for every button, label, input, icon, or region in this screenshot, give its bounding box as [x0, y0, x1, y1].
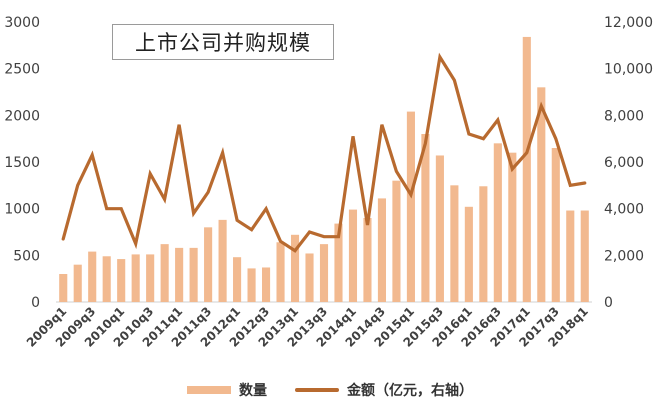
- bar: [305, 253, 314, 302]
- bar: [102, 256, 111, 302]
- y-left-tick-label: 1000: [4, 202, 40, 218]
- bar: [406, 111, 415, 302]
- y-left-tick-label: 500: [13, 248, 40, 264]
- y-right-tick-label: 10,000: [604, 62, 653, 78]
- bar: [247, 268, 256, 302]
- bar: [146, 254, 155, 302]
- y-left-tick-label: 3000: [4, 15, 40, 31]
- y-right-tick-label: 0: [604, 295, 613, 311]
- legend-item-line: 金额（亿元，右轴）: [295, 380, 473, 400]
- bar: [377, 198, 387, 302]
- bar: [276, 242, 285, 302]
- bar: [580, 210, 589, 302]
- y-left-tick-label: 2000: [4, 108, 40, 124]
- bar: [233, 257, 242, 302]
- bar: [175, 247, 184, 302]
- bar: [348, 209, 358, 302]
- line-series: [61, 52, 587, 253]
- bar: [189, 247, 198, 302]
- bar: [334, 223, 343, 302]
- bar: [479, 186, 488, 302]
- bar: [435, 155, 444, 302]
- legend-swatch-bar: [187, 386, 231, 394]
- bar: [421, 134, 430, 302]
- y-right-tick-label: 12,000: [604, 15, 653, 31]
- bar: [392, 180, 401, 302]
- y-left-tick-label: 0: [31, 295, 40, 311]
- bar: [131, 254, 140, 302]
- bar: [493, 143, 502, 302]
- chart-title: 上市公司并购规模: [112, 24, 334, 60]
- bar: [551, 148, 560, 302]
- legend-label-bar: 数量: [239, 383, 267, 399]
- legend-swatch-line: [295, 388, 339, 392]
- bar: [363, 218, 372, 302]
- y-left-tick-label: 2500: [4, 62, 40, 78]
- bar: [204, 227, 213, 302]
- bar: [59, 274, 68, 302]
- bar: [88, 251, 97, 302]
- legend-item-bar: 数量: [187, 380, 267, 400]
- bar: [450, 185, 459, 302]
- bar: [508, 152, 517, 302]
- y-right-tick-label: 4,000: [604, 202, 644, 218]
- bar: [566, 210, 575, 302]
- bar: [73, 264, 82, 302]
- y-left-tick-label: 1500: [4, 155, 40, 171]
- legend: 数量 金额（亿元，右轴）: [0, 378, 660, 402]
- bar: [290, 234, 300, 302]
- bar: [117, 259, 126, 302]
- y-right-tick-label: 2,000: [604, 248, 644, 264]
- bar: [522, 36, 531, 302]
- bar: [160, 244, 169, 302]
- y-right-tick-label: 8,000: [604, 108, 644, 124]
- bar: [537, 87, 546, 302]
- bar: [261, 267, 271, 302]
- bar: [464, 206, 473, 302]
- bar: [319, 244, 329, 302]
- legend-label-line: 金额（亿元，右轴）: [347, 383, 473, 399]
- y-right-tick-label: 6,000: [604, 155, 644, 171]
- bar: [218, 219, 227, 302]
